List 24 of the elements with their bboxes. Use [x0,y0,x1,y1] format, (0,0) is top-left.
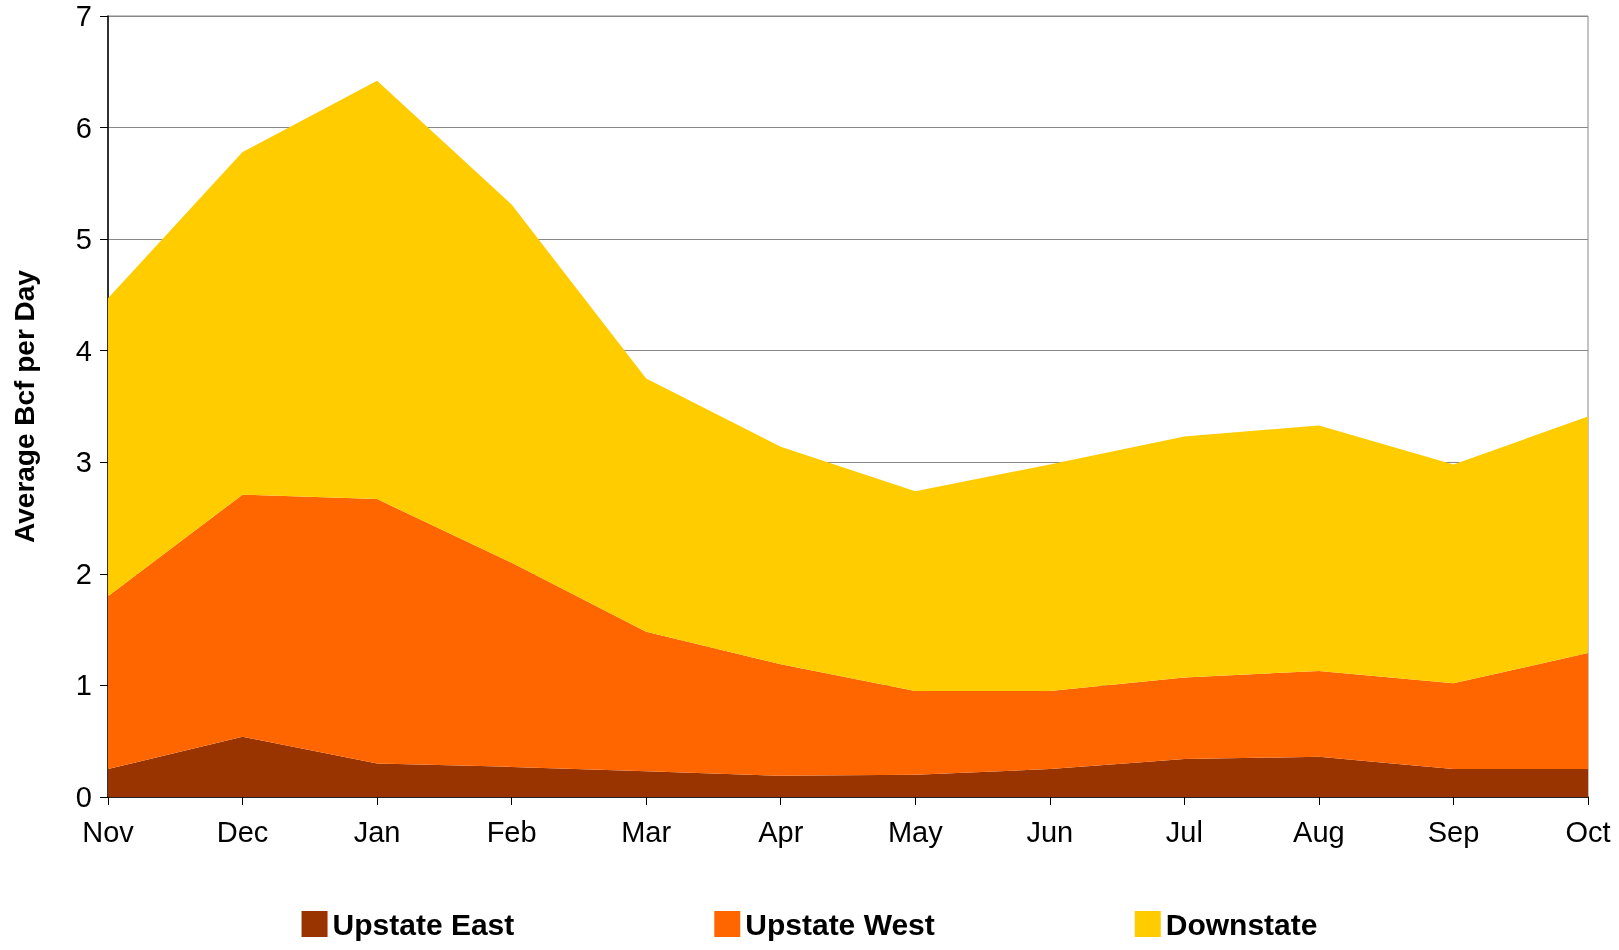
x-tick-label: Oct [1565,815,1611,848]
y-tick-label: 6 [75,111,92,144]
x-tick-label: Dec [216,815,269,848]
x-tick-label: Aug [1293,815,1345,848]
x-tick-label: Mar [621,815,672,848]
y-axis-title: Average Bcf per Day [8,269,40,543]
legend-label: Downstate [1165,907,1318,941]
y-tick-label: 0 [75,781,92,813]
x-tick-label: Apr [758,815,804,848]
x-tick-label: Jun [1026,815,1074,848]
y-tick-label: 2 [75,557,92,590]
y-tick-label: 4 [75,334,92,367]
x-tick-label: May [887,815,944,848]
y-tick-label: 3 [75,446,92,479]
x-tick-label: Jul [1165,815,1203,848]
x-tick-label: Feb [486,815,537,848]
y-tick-label: 5 [75,223,92,256]
x-tick-label: Jan [353,815,401,848]
legend-label: Upstate East [332,907,515,941]
x-tick-label: Nov [82,815,135,848]
x-tick-label: Sep [1427,815,1480,848]
y-tick-label: 1 [75,669,92,702]
legend-label: Upstate West [745,907,935,941]
y-tick-label: 7 [75,0,92,32]
